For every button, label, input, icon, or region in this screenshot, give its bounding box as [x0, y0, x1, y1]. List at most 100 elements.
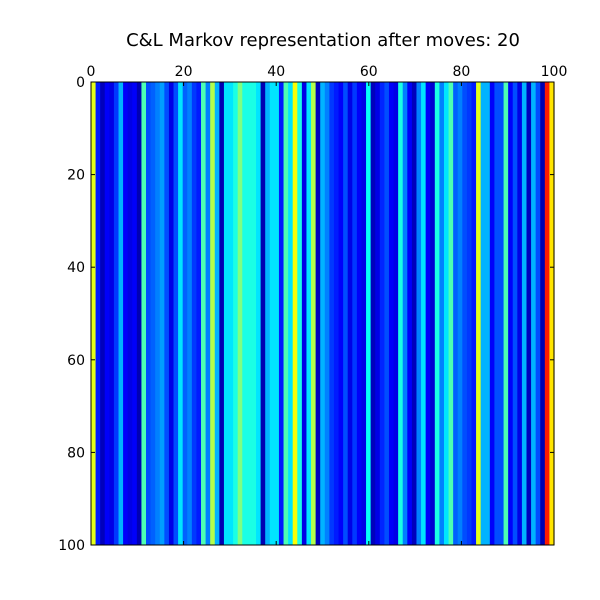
heatmap-column	[411, 82, 418, 545]
heatmap-column	[388, 82, 395, 545]
heatmap-column	[187, 82, 193, 545]
heatmap-column	[132, 82, 138, 545]
heatmap-column	[95, 82, 101, 545]
heatmap-column	[260, 82, 266, 545]
heatmap-column	[196, 82, 202, 545]
heatmap-column	[379, 82, 385, 545]
heatmap-column	[540, 82, 546, 545]
heatmap-column	[407, 82, 413, 545]
heatmap-column	[498, 82, 505, 545]
heatmap-column	[366, 82, 372, 545]
y-tick-label: 60	[67, 353, 85, 369]
heatmap-column	[191, 82, 198, 545]
heatmap-column	[251, 82, 257, 545]
heatmap-column	[256, 82, 262, 545]
heatmap-column	[292, 82, 298, 545]
heatmap-column	[494, 82, 500, 545]
heatmap-column	[210, 82, 216, 545]
heatmap-column	[508, 82, 514, 545]
heatmap-column	[421, 82, 427, 545]
heatmap-column	[311, 82, 317, 545]
heatmap-column	[283, 82, 289, 545]
x-tick-label: 40	[267, 64, 285, 80]
heatmap-column	[402, 82, 408, 545]
heatmap-cells	[91, 82, 555, 545]
heatmap-column	[471, 82, 477, 545]
heatmap-column	[278, 82, 285, 545]
chart-title: C&L Markov representation after moves: 2…	[126, 30, 520, 51]
heatmap-column	[398, 82, 404, 545]
heatmap-column	[416, 82, 422, 545]
heatmap-column	[113, 82, 120, 545]
heatmap-column	[301, 82, 308, 545]
heatmap-column	[127, 82, 133, 545]
heatmap-column	[462, 82, 468, 545]
heatmap-column	[521, 82, 528, 545]
heatmap-column	[384, 82, 390, 545]
heatmap-column	[274, 82, 280, 545]
heatmap-column	[453, 82, 459, 545]
heatmap-column	[205, 82, 211, 545]
heatmap-column	[531, 82, 537, 545]
heatmap-column	[430, 82, 436, 545]
heatmap-column	[233, 82, 239, 545]
heatmap-column	[361, 82, 367, 545]
heatmap-column	[370, 82, 376, 545]
x-tick-label: 80	[452, 64, 470, 80]
heatmap-column	[168, 82, 175, 545]
x-tick-label: 20	[175, 64, 193, 80]
heatmap-column	[178, 82, 184, 545]
heatmap-column	[265, 82, 271, 545]
heatmap-column	[136, 82, 143, 545]
heatmap-column	[100, 82, 106, 545]
heatmap-column	[343, 82, 349, 545]
x-tick-label: 0	[87, 64, 96, 80]
y-tick-label: 40	[67, 260, 85, 276]
heatmap-column	[338, 82, 344, 545]
heatmap-column	[535, 82, 541, 545]
heatmap-column	[356, 82, 363, 545]
heatmap-column	[466, 82, 473, 545]
heatmap-column	[269, 82, 275, 545]
heatmap-column	[329, 82, 335, 545]
y-tick-label: 80	[67, 445, 85, 461]
heatmap-column	[526, 82, 532, 545]
plot-frame	[90, 81, 555, 546]
heatmap-column	[333, 82, 340, 545]
heatmap-column	[549, 82, 555, 545]
heatmap-column	[439, 82, 445, 545]
heatmap-column	[219, 82, 225, 545]
heatmap-column	[146, 82, 152, 545]
heatmap-column	[485, 82, 491, 545]
heatmap-column	[123, 82, 129, 545]
heatmap-column	[164, 82, 170, 545]
heatmap-column	[434, 82, 440, 545]
heatmap-column	[457, 82, 463, 545]
heatmap-column	[150, 82, 156, 545]
y-tick-label: 0	[76, 75, 85, 91]
heatmap-column	[91, 82, 97, 545]
heatmap-column	[159, 82, 165, 545]
heatmap-column	[324, 82, 330, 545]
heatmap-column	[104, 82, 110, 545]
heatmap-column	[544, 82, 551, 545]
heatmap-column	[118, 82, 124, 545]
y-tick-label: 20	[67, 168, 85, 184]
heatmap-column	[480, 82, 486, 545]
heatmap-column	[141, 82, 147, 545]
heatmap-column	[288, 82, 294, 545]
heatmap-column	[315, 82, 321, 545]
heatmap-column	[242, 82, 248, 545]
heatmap-column	[375, 82, 381, 545]
heatmap-column	[246, 82, 253, 545]
heatmap-column	[173, 82, 179, 545]
heatmap-column	[476, 82, 482, 545]
heatmap-column	[517, 82, 523, 545]
heatmap-column	[448, 82, 454, 545]
heatmap-column	[393, 82, 399, 545]
heatmap-column	[228, 82, 234, 545]
heatmap-column	[201, 82, 207, 545]
heatmap-column	[237, 82, 243, 545]
heatmap-column	[352, 82, 358, 545]
heatmap-column	[512, 82, 518, 545]
